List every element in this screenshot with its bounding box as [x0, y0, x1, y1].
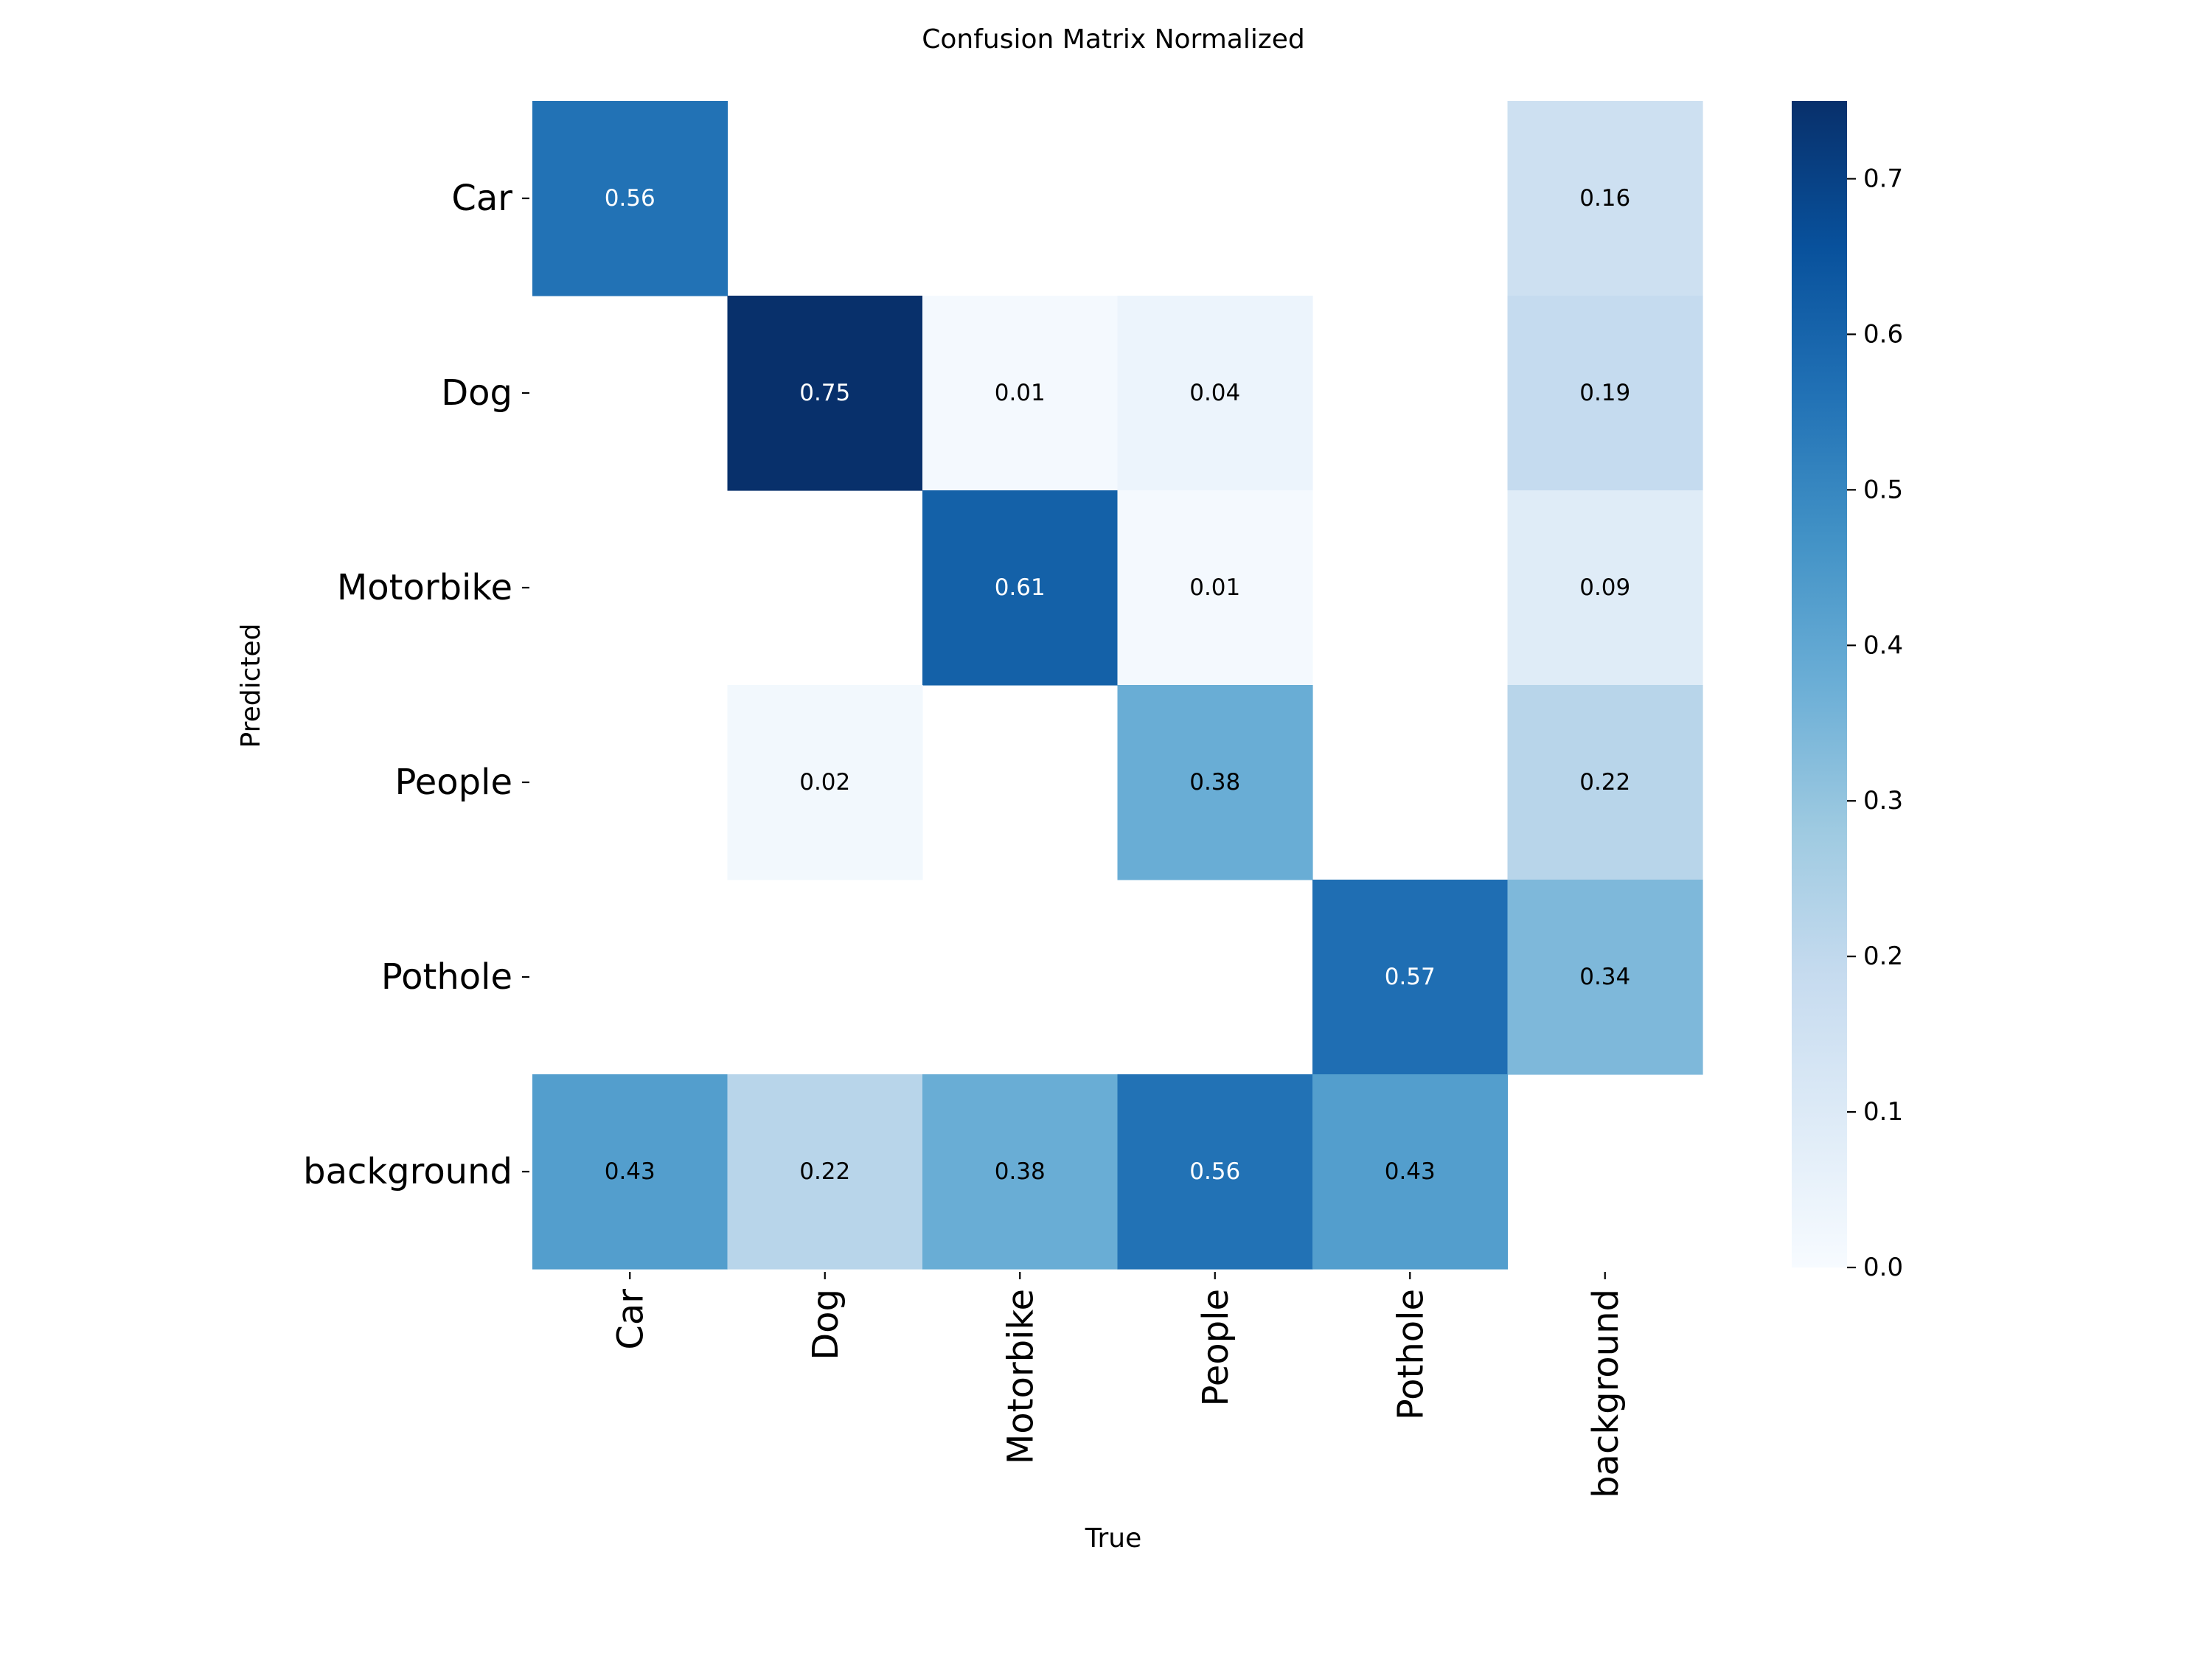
cell-value-label: 0.75 [799, 380, 850, 406]
colorbar-tick-label: 0.6 [1863, 319, 1903, 349]
heatmap-cell-background-People [1117, 1074, 1313, 1270]
colorbar [1792, 101, 1847, 1267]
y-tick-label: Dog [441, 372, 512, 414]
heatmap-cells: 0.56 0.16 0.75 0.01 0.04 0.19 0.61 0.01 0.09 0.02… [532, 101, 1703, 1270]
y-axis-ticks: Car Dog Motorbike People Pothole background [303, 178, 529, 1192]
heatmap-cell-People-Dog [727, 685, 923, 880]
heatmap-cell-Motorbike-People [1117, 490, 1313, 686]
heatmap-cell-Motorbike-background [1507, 490, 1703, 686]
heatmap-cell-People-background [1507, 685, 1703, 880]
colorbar-tick-label: 0.3 [1863, 786, 1903, 815]
cell-value-label: 0.04 [1189, 380, 1240, 406]
y-tick-label: Car [451, 178, 512, 219]
cell-value-label: 0.56 [605, 185, 655, 212]
heatmap-cell-Motorbike-Motorbike [922, 490, 1119, 686]
cell-value-label: 0.34 [1579, 964, 1630, 990]
cell-value-label: 0.19 [1579, 380, 1630, 406]
cell-value-label: 0.01 [995, 380, 1046, 406]
heatmap-cell-Dog-background [1507, 296, 1703, 491]
cell-value-label: 0.01 [1189, 574, 1240, 601]
cell-value-label: 0.56 [1189, 1158, 1240, 1185]
heatmap-cell-background-Motorbike [922, 1074, 1119, 1270]
y-axis-label: Predicted [236, 624, 266, 748]
y-tick-label: background [303, 1151, 512, 1192]
cell-value-label: 0.43 [1385, 1158, 1436, 1185]
heatmap-cell-Pothole-Pothole [1312, 880, 1509, 1075]
cell-value-label: 0.57 [1385, 964, 1436, 990]
x-axis-ticks: Car Dog Motorbike People Pothole background [610, 1272, 1627, 1498]
x-axis-label: True [1085, 1523, 1141, 1554]
cell-value-label: 0.09 [1579, 574, 1630, 601]
cell-value-label: 0.61 [995, 574, 1046, 601]
cell-value-label: 0.38 [995, 1158, 1046, 1185]
heatmap-cell-Car-background [1507, 101, 1703, 296]
x-tick-label: background [1585, 1289, 1627, 1498]
y-tick-label: Motorbike [337, 567, 512, 608]
y-tick-label: People [395, 762, 512, 803]
chart-title: Confusion Matrix Normalized [922, 24, 1304, 55]
colorbar-tick-label: 0.4 [1863, 630, 1903, 660]
heatmap-cell-People-People [1117, 685, 1313, 880]
colorbar-ticks: 0.0 0.1 0.2 0.3 0.4 0.5 0.6 0.7 [1847, 164, 1903, 1282]
heatmap-cell-background-Car [532, 1074, 728, 1270]
colorbar-tick-label: 0.1 [1863, 1097, 1903, 1127]
heatmap-cell-Dog-People [1117, 296, 1313, 491]
heatmap-cell-Dog-Dog [727, 296, 923, 491]
cell-value-label: 0.22 [1579, 769, 1630, 796]
colorbar-tick-label: 0.5 [1863, 475, 1903, 504]
cell-value-label: 0.22 [799, 1158, 850, 1185]
colorbar-tick-label: 0.7 [1863, 164, 1903, 193]
heatmap-cell-background-Dog [727, 1074, 923, 1270]
x-tick-label: Dog [805, 1289, 846, 1360]
colorbar-tick-label: 0.2 [1863, 942, 1903, 971]
x-tick-label: Pothole [1390, 1289, 1431, 1420]
x-tick-label: Motorbike [1000, 1289, 1041, 1464]
colorbar-tick-label: 0.0 [1863, 1253, 1903, 1282]
heatmap-cell-background-Pothole [1312, 1074, 1509, 1270]
cell-value-label: 0.43 [605, 1158, 655, 1185]
cell-value-label: 0.16 [1579, 185, 1630, 212]
x-tick-label: Car [610, 1289, 651, 1350]
cell-value-label: 0.02 [799, 769, 850, 796]
heatmap-cell-Dog-Motorbike [922, 296, 1119, 491]
cell-value-label: 0.38 [1189, 769, 1240, 796]
heatmap-cell-Car-Car [532, 101, 728, 296]
x-tick-label: People [1195, 1289, 1237, 1406]
y-tick-label: Pothole [381, 956, 512, 998]
heatmap-cell-Pothole-background [1507, 880, 1703, 1075]
